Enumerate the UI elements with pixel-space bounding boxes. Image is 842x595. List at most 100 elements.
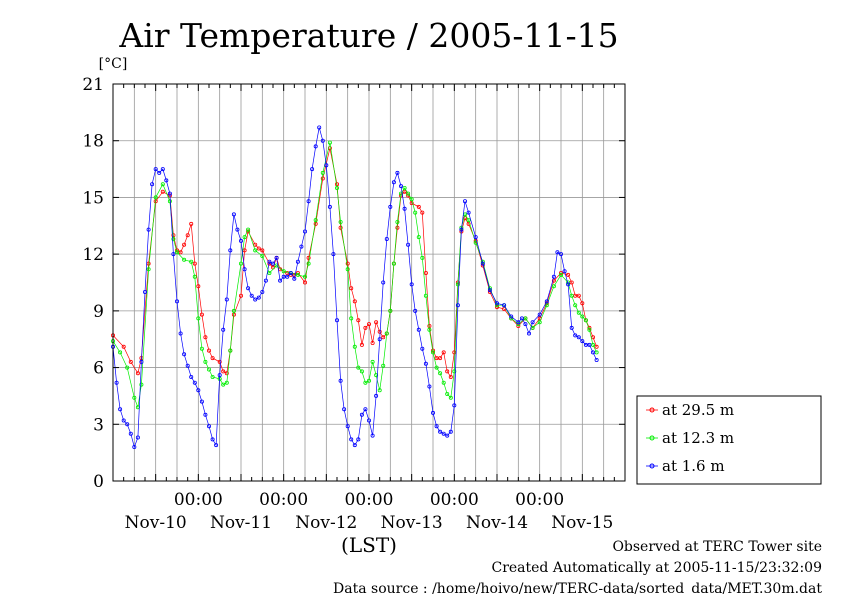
data-point bbox=[281, 269, 286, 274]
data-point bbox=[356, 437, 361, 442]
data-point bbox=[530, 320, 535, 325]
data-point bbox=[206, 348, 211, 353]
data-point bbox=[313, 218, 318, 223]
data-point bbox=[377, 337, 382, 342]
data-point bbox=[420, 255, 425, 260]
data-point bbox=[374, 393, 379, 398]
y-tick-label: 18 bbox=[82, 132, 104, 152]
data-point bbox=[196, 388, 201, 393]
data-point bbox=[253, 248, 258, 253]
data-point bbox=[576, 293, 581, 298]
data-point bbox=[217, 373, 222, 378]
data-point bbox=[210, 356, 215, 361]
data-point bbox=[409, 197, 414, 202]
data-point bbox=[587, 342, 592, 347]
data-point bbox=[366, 322, 371, 327]
data-point bbox=[406, 191, 411, 196]
data-point bbox=[416, 327, 421, 332]
data-point bbox=[406, 242, 411, 247]
data-point bbox=[192, 380, 197, 385]
data-point bbox=[555, 250, 560, 255]
data-point bbox=[288, 270, 293, 275]
data-point bbox=[320, 138, 325, 143]
data-point bbox=[551, 278, 556, 283]
data-point bbox=[441, 350, 446, 355]
data-point bbox=[448, 429, 453, 434]
data-point bbox=[342, 407, 347, 412]
data-point bbox=[381, 280, 386, 285]
data-point bbox=[125, 365, 130, 370]
data-point bbox=[349, 286, 354, 291]
legend-swatch-marker bbox=[649, 435, 655, 441]
data-point bbox=[249, 293, 254, 298]
data-point bbox=[313, 221, 318, 226]
data-point bbox=[594, 357, 599, 362]
data-point bbox=[231, 308, 236, 313]
data-point bbox=[356, 318, 361, 323]
data-point bbox=[466, 218, 471, 223]
data-point bbox=[587, 327, 592, 332]
data-point bbox=[569, 293, 574, 298]
series-line bbox=[112, 148, 597, 378]
data-point bbox=[160, 189, 165, 194]
data-point bbox=[381, 363, 386, 368]
data-point bbox=[551, 274, 556, 279]
data-point bbox=[416, 235, 421, 240]
data-point bbox=[331, 252, 336, 257]
data-point bbox=[473, 235, 478, 240]
data-point bbox=[302, 229, 307, 234]
data-point bbox=[171, 252, 176, 257]
data-point bbox=[224, 371, 229, 376]
data-point bbox=[139, 382, 144, 387]
data-point bbox=[445, 391, 450, 396]
data-point bbox=[334, 185, 339, 190]
x-time-label: 00:00 bbox=[515, 490, 564, 510]
data-point bbox=[306, 199, 311, 204]
data-point bbox=[395, 170, 400, 175]
data-point bbox=[487, 288, 492, 293]
data-point bbox=[192, 274, 197, 279]
data-point bbox=[189, 221, 194, 226]
data-point bbox=[594, 344, 599, 349]
data-point bbox=[381, 335, 386, 340]
data-point bbox=[576, 335, 581, 340]
x-time-label: 00:00 bbox=[174, 490, 223, 510]
data-point bbox=[366, 378, 371, 383]
data-point bbox=[146, 267, 151, 272]
data-point bbox=[345, 261, 350, 266]
data-point bbox=[192, 261, 197, 266]
data-point bbox=[253, 297, 258, 302]
data-point bbox=[327, 204, 332, 209]
data-point bbox=[352, 443, 357, 448]
data-point bbox=[466, 210, 471, 215]
data-point bbox=[306, 255, 311, 260]
data-point bbox=[278, 278, 283, 283]
data-point bbox=[544, 299, 549, 304]
footer-created-text: Created Automatically at 2005-11-15/23:3… bbox=[491, 560, 822, 576]
data-point bbox=[349, 437, 354, 442]
data-point bbox=[267, 259, 272, 264]
data-point bbox=[384, 236, 389, 241]
data-point bbox=[573, 333, 578, 338]
y-tick-label: 3 bbox=[93, 415, 104, 435]
data-point bbox=[118, 350, 123, 355]
data-point bbox=[441, 431, 446, 436]
data-point bbox=[445, 369, 450, 374]
data-point bbox=[160, 182, 165, 187]
axes: 0 3 6 9 12 15 18 21 00:00 00:00 00:00 00:00 00:00 Nov… bbox=[82, 75, 626, 533]
x-axis-label: (LST) bbox=[341, 533, 397, 557]
x-time-label: 00:00 bbox=[345, 490, 394, 510]
data-point bbox=[199, 399, 204, 404]
y-tick-label: 6 bbox=[93, 359, 104, 379]
data-point bbox=[363, 407, 368, 412]
data-point bbox=[185, 363, 190, 368]
data-point bbox=[494, 301, 499, 306]
data-point bbox=[228, 248, 233, 253]
data-point bbox=[480, 261, 485, 266]
data-point bbox=[132, 444, 137, 449]
data-point bbox=[580, 301, 585, 306]
data-point bbox=[544, 303, 549, 308]
data-point bbox=[569, 280, 574, 285]
data-point bbox=[238, 293, 243, 298]
legend-swatch-marker bbox=[649, 463, 655, 469]
